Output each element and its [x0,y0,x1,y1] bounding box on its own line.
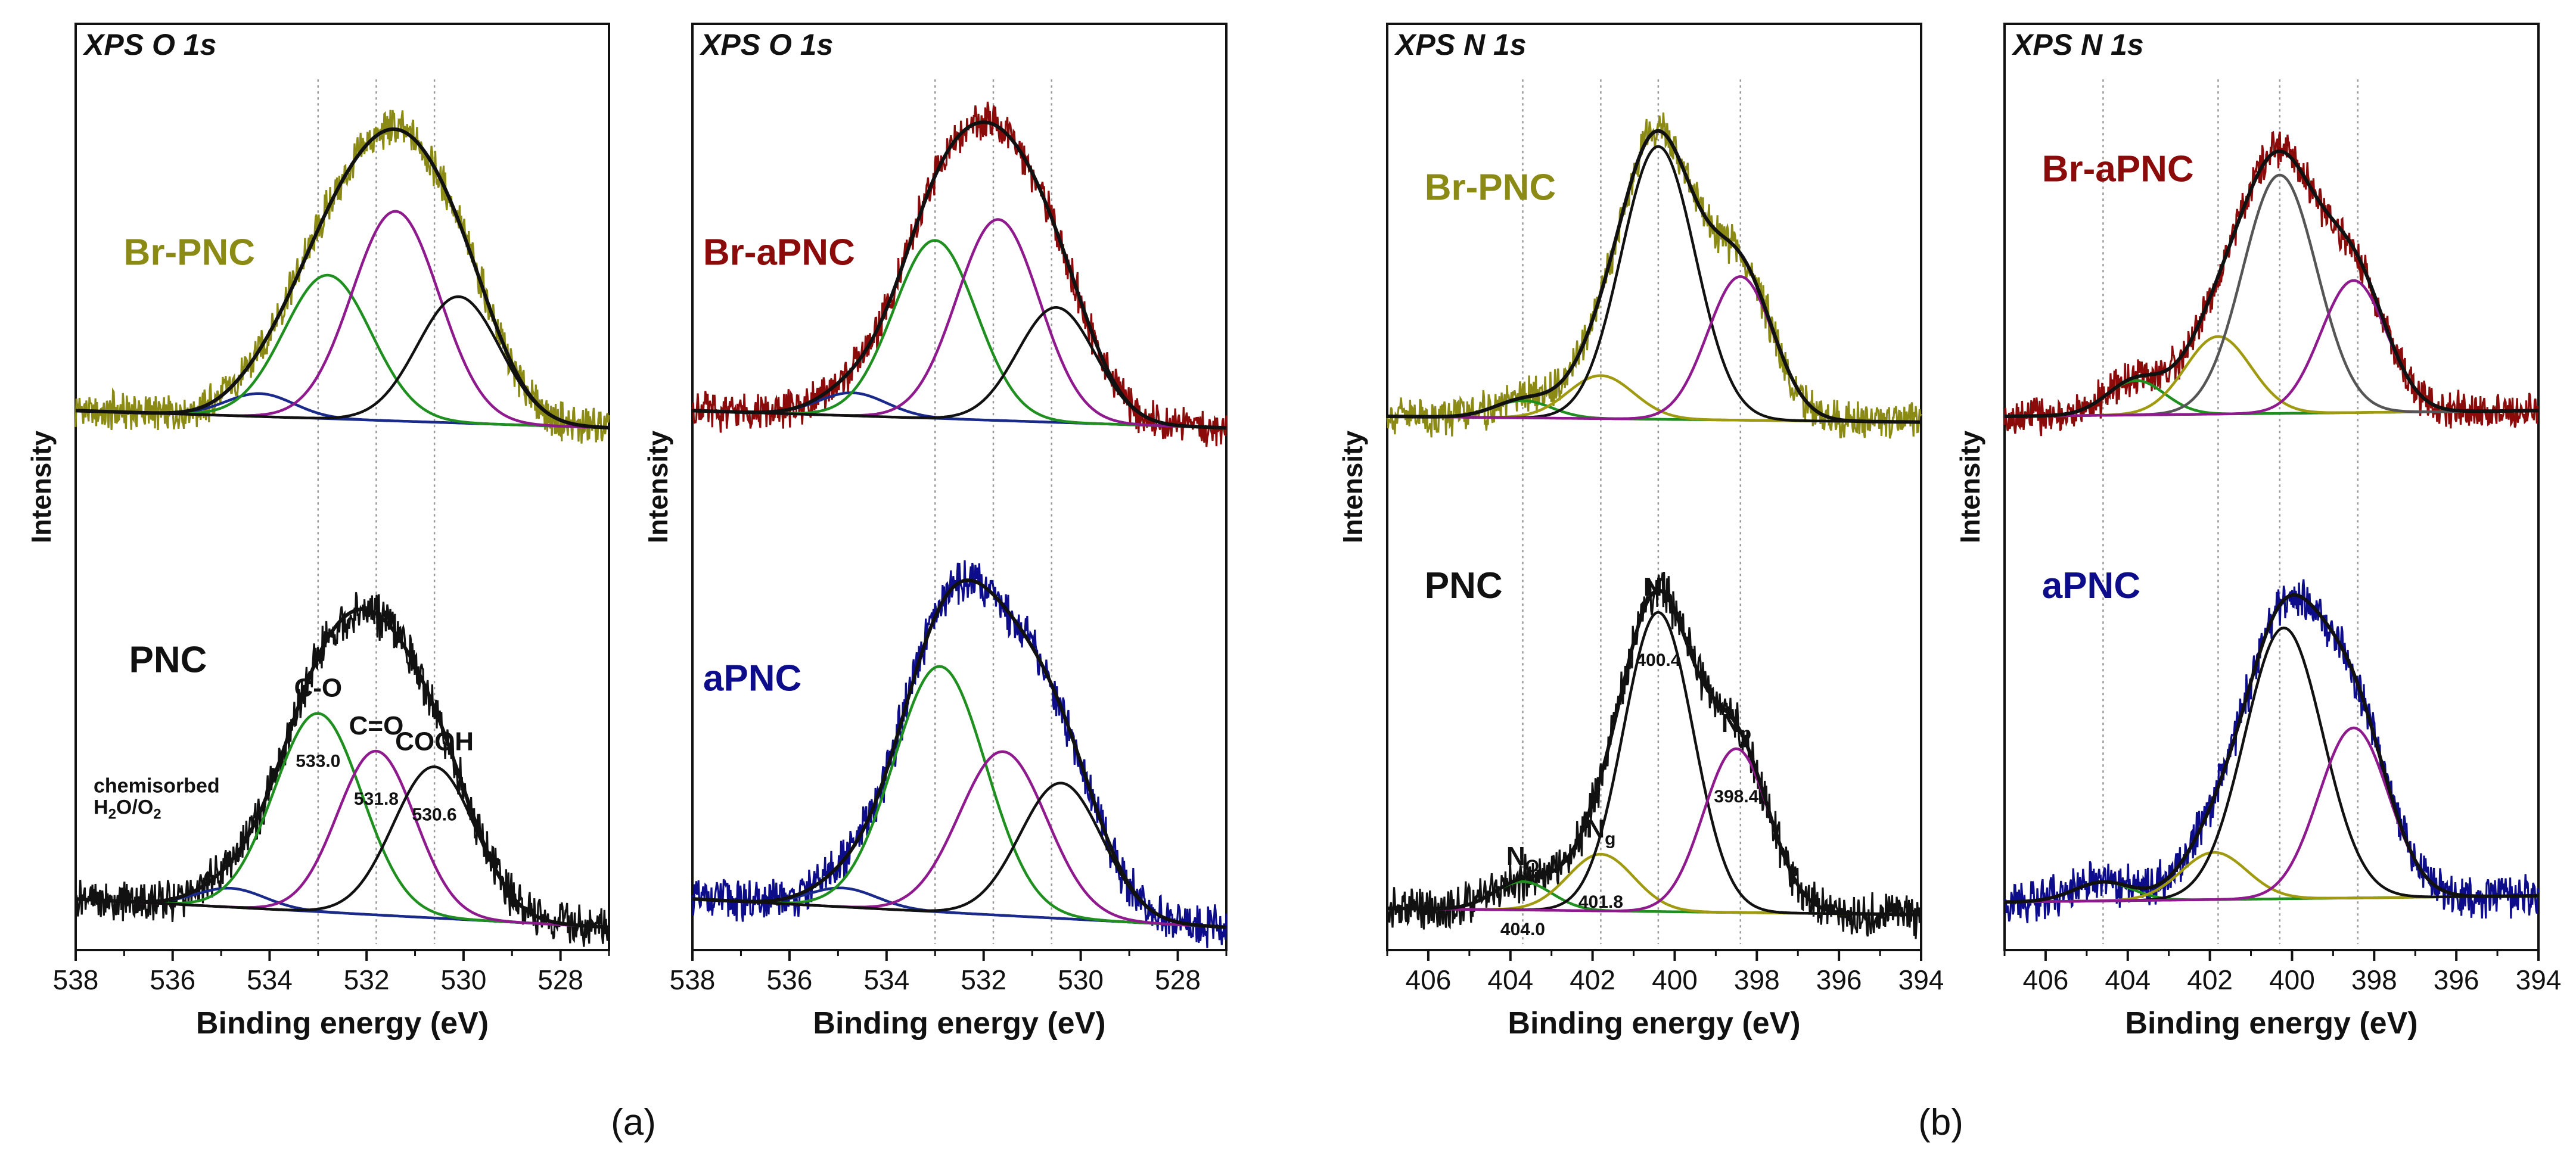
peak-value: 531.8 [354,789,399,809]
peak-value: 401.8 [1578,892,1623,912]
plot-frame [1386,23,1922,951]
chart-panel-N1s-PNC: XPS N 1s 406 404 402 400 398 396 394 Binding ene… [1337,23,1944,1041]
peak-label: COOH [395,727,474,756]
panel-title: XPS O 1s [82,28,216,61]
y-axis-label: Intensity [1954,431,1985,544]
x-tick-label: 536 [767,964,813,995]
x-axis-label: Binding energy (eV) [813,1006,1105,1041]
x-tick-label: 538 [53,964,99,995]
x-tick-label: 530 [1058,964,1104,995]
chart-panel-O1s-PNC: XPS O 1s 538 536 534 532 530 528 Binding energy… [26,23,610,1041]
fit-envelope-PNC [1387,588,1921,917]
x-tick-label: 534 [247,964,293,995]
peak-label: Ng [1586,814,1615,849]
x-axis-label: Binding energy (eV) [1508,1006,1800,1041]
chart-panel-N1s-aPNC: XPS N 1s 406 404 402 400 398 396 394 Binding ene… [1954,23,2562,1041]
sample-label-Br-aPNC: Br-aPNC [703,232,855,273]
y-axis-label: Intensity [642,431,673,544]
x-tick-label: 394 [2516,964,2562,995]
peak-label: C-O [294,674,342,703]
peak-component-Br-aPNC-2 [2005,173,2538,418]
peak-label: Nh [1643,572,1673,607]
raw-spectrum-aPNC [691,560,1228,948]
fit-envelope-Br-PNC [76,127,609,429]
x-axis-label: Binding energy (eV) [196,1006,489,1041]
fit-envelope-aPNC [2004,593,2538,904]
fit-envelope-Br-aPNC [692,120,1227,430]
x-tick-label: 398 [2351,964,2397,995]
x-tick-label: 400 [1652,964,1698,995]
figure-label-b: (b) [1918,1102,1963,1143]
peak-component-Br-PNC-3 [1387,275,1921,424]
fit-envelope-aPNC [692,578,1227,929]
panel-title: XPS O 1s [699,28,833,61]
plot-frame [74,23,610,951]
plot-frame [2003,23,2540,951]
raw-spectrum-Br-aPNC [2003,130,2539,437]
raw-spectrum-Br-PNC [1386,112,1922,439]
chart-panel-O1s-aPNC: XPS O 1s 538 536 534 532 530 528 Binding energy… [642,23,1228,1041]
x-tick-label: 534 [863,964,909,995]
x-tick-label: 398 [1734,964,1780,995]
peak-value: 398.4 [1714,787,1758,807]
fit-envelope-Br-PNC [1387,129,1921,424]
x-tick-label: 400 [2269,964,2315,995]
x-tick-label: 402 [2187,964,2233,995]
y-axis-label: Intensity [1337,431,1368,544]
sample-label-PNC: PNC [1425,565,1503,606]
x-tick-label: 404 [2105,964,2151,995]
peak-value: 400.4 [1636,650,1680,670]
x-tick-label: 402 [1570,964,1615,995]
x-tick-label: 394 [1898,964,1944,995]
x-tick-label: 404 [1487,964,1533,995]
panel-title: XPS N 1s [1394,28,1527,61]
x-tick-label: 528 [1155,964,1201,995]
annotation-h2o-o2: H2O/O2 [94,796,161,823]
annotation-chemisorbed: chemisorbed [94,775,220,798]
fit-envelope-Br-aPNC [2005,149,2538,418]
panel-title: XPS N 1s [2011,28,2144,61]
sample-label-Br-aPNC: Br-aPNC [2042,148,2194,189]
sample-label-Br-PNC: Br-PNC [124,232,255,273]
peak-component-aPNC-2 [2004,626,2538,904]
raw-spectrum-Br-aPNC [691,101,1228,447]
raw-spectrum-PNC [1386,571,1922,939]
x-tick-label: 530 [441,964,487,995]
sample-label-Br-PNC: Br-PNC [1425,167,1556,208]
peak-value: 404.0 [1500,920,1545,939]
x-tick-label: 396 [1816,964,1862,995]
x-tick-label: 406 [2023,964,2069,995]
peak-label: NO [1506,842,1539,876]
sample-label-PNC: PNC [129,640,207,681]
x-tick-label: 532 [961,964,1006,995]
peak-value: 533.0 [296,752,340,771]
x-axis-label: Binding energy (eV) [2125,1006,2417,1041]
raw-spectrum-aPNC [2003,579,2540,923]
sample-label-aPNC: aPNC [703,658,801,699]
raw-spectrum-Br-PNC [74,110,610,444]
x-tick-label: 396 [2434,964,2479,995]
plot-frame [691,23,1228,951]
peak-label: C=O [349,711,404,740]
figure-label-a: (a) [611,1102,656,1143]
y-axis-label: Intensity [26,431,57,544]
x-tick-label: 532 [344,964,390,995]
x-tick-label: 528 [537,964,583,995]
x-tick-label: 538 [670,964,716,995]
fit-envelope-PNC [76,607,610,929]
peak-component-aPNC-3 [2004,726,2538,904]
x-tick-label: 536 [150,964,195,995]
peak-value: 530.6 [412,805,457,824]
peak-label: Np [1722,709,1751,743]
sample-label-aPNC: aPNC [2042,565,2140,606]
x-tick-label: 406 [1406,964,1452,995]
